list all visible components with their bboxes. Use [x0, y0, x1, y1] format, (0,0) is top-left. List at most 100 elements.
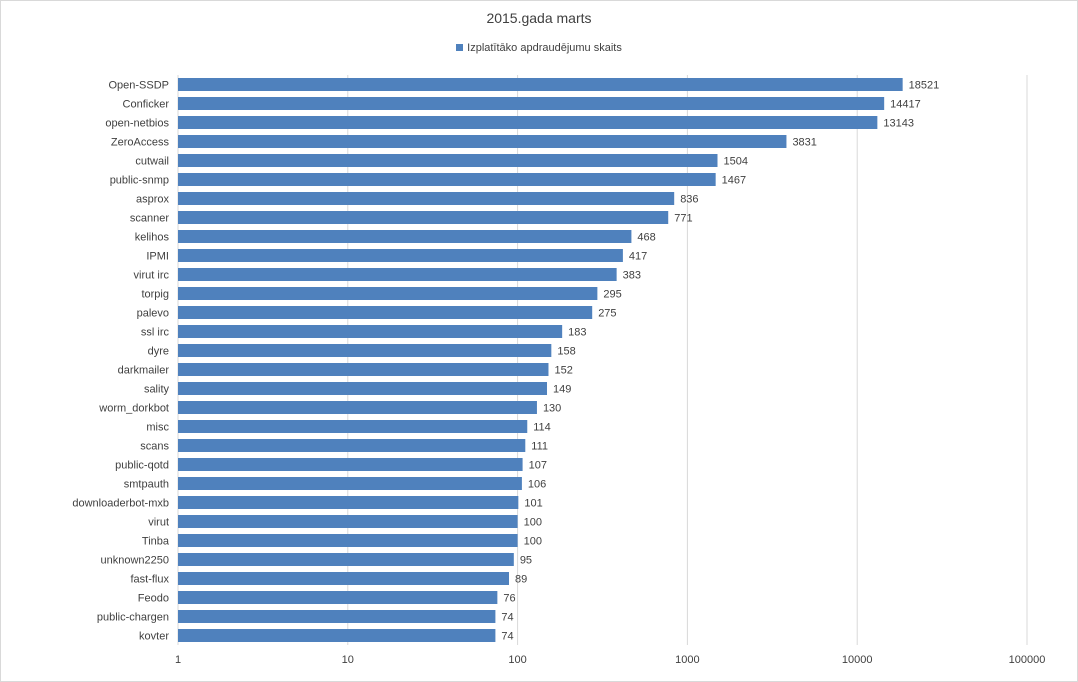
- bar: [178, 154, 718, 167]
- data-label: 76: [503, 593, 515, 605]
- category-label: Feodo: [138, 593, 169, 605]
- category-label: Conficker: [123, 99, 170, 111]
- category-label: ssl irc: [141, 327, 170, 339]
- category-label: public-chargen: [97, 612, 169, 624]
- category-label: unknown2250: [100, 555, 169, 567]
- x-tick-label: 10: [342, 654, 354, 666]
- data-label: 1504: [723, 156, 747, 168]
- data-labels: 18521 14417 13143 3831 1504 1467 836 771 468 417 3…: [501, 80, 939, 643]
- data-label: 14417: [890, 99, 921, 111]
- x-tick-label: 1000: [675, 654, 699, 666]
- x-axis-tick-labels: 1 10 100 1000 10000 100000: [175, 654, 1045, 666]
- category-label: torpig: [141, 289, 169, 301]
- data-label: 275: [598, 308, 616, 320]
- data-label: 1467: [722, 175, 746, 187]
- category-label: public-qotd: [115, 460, 169, 472]
- legend: Izplatītāko apdraudējumu skaits: [0, 42, 1078, 54]
- data-label: 107: [529, 460, 547, 472]
- category-label: darkmailer: [118, 365, 170, 377]
- data-label: 468: [637, 232, 655, 244]
- category-label: Open-SSDP: [108, 80, 169, 92]
- data-label: 18521: [909, 80, 940, 92]
- x-tick-label: 10000: [842, 654, 873, 666]
- legend-label: Izplatītāko apdraudējumu skaits: [467, 42, 622, 54]
- legend-swatch: [456, 44, 464, 51]
- data-label: 130: [543, 403, 561, 415]
- category-label: scans: [140, 441, 169, 453]
- bar: [178, 458, 523, 471]
- bar: [178, 363, 549, 376]
- bar: [178, 534, 518, 547]
- bar: [178, 325, 563, 338]
- x-tick-label: 1: [175, 654, 181, 666]
- category-label: cutwail: [135, 156, 169, 168]
- category-label: fast-flux: [130, 574, 169, 586]
- bar: [178, 401, 537, 414]
- category-label: ZeroAccess: [111, 137, 170, 149]
- data-label: 417: [629, 251, 647, 263]
- x-tick-label: 100000: [1009, 654, 1046, 666]
- data-label: 111: [531, 441, 548, 453]
- bar: [178, 515, 518, 528]
- category-label: virut: [148, 517, 169, 529]
- bar: [178, 344, 552, 357]
- bar: [178, 591, 498, 604]
- bar: [178, 477, 522, 490]
- bar: [178, 439, 526, 452]
- category-label: scanner: [130, 213, 169, 225]
- bar: [178, 496, 519, 509]
- bar: [178, 192, 675, 205]
- category-label: open-netbios: [105, 118, 169, 130]
- data-label: 114: [533, 422, 551, 434]
- category-label: public-snmp: [110, 175, 169, 187]
- category-label: dyre: [148, 346, 169, 358]
- data-label: 158: [557, 346, 575, 358]
- bar: [178, 173, 716, 186]
- data-label: 771: [674, 213, 692, 225]
- data-label: 106: [528, 479, 546, 491]
- bar: [178, 610, 496, 623]
- category-label: sality: [144, 384, 170, 396]
- category-label: asprox: [136, 194, 170, 206]
- data-label: 13143: [883, 118, 914, 130]
- data-label: 383: [623, 270, 641, 282]
- category-label: smtpauth: [124, 479, 169, 491]
- bar: [178, 97, 885, 110]
- category-label: IPMI: [146, 251, 169, 263]
- bars: [178, 78, 903, 642]
- gridlines: [177, 75, 1028, 645]
- category-label: kelihos: [135, 232, 170, 244]
- data-label: 3831: [792, 137, 816, 149]
- bar: [178, 135, 787, 148]
- bar: [178, 553, 514, 566]
- bar: [178, 382, 548, 395]
- bar: [178, 420, 528, 433]
- bar: [178, 287, 598, 300]
- data-label: 100: [524, 517, 542, 529]
- bar: [178, 78, 903, 91]
- bar: [178, 211, 669, 224]
- category-label: misc: [146, 422, 169, 434]
- data-label: 95: [520, 555, 532, 567]
- category-label: kovter: [139, 631, 169, 643]
- data-label: 89: [515, 574, 527, 586]
- bar: [178, 629, 496, 642]
- bar: [178, 306, 593, 319]
- bar: [178, 268, 617, 281]
- data-label: 152: [554, 365, 572, 377]
- bar: [178, 572, 510, 585]
- data-label: 100: [524, 536, 542, 548]
- x-tick-label: 100: [508, 654, 526, 666]
- category-label: downloaderbot-mxb: [72, 498, 169, 510]
- bar: [178, 249, 623, 262]
- data-label: 836: [680, 194, 698, 206]
- bar: [178, 230, 632, 243]
- data-label: 295: [603, 289, 621, 301]
- category-label: Tinba: [142, 536, 170, 548]
- data-label: 101: [524, 498, 542, 510]
- data-label: 74: [501, 631, 513, 643]
- data-label: 183: [568, 327, 586, 339]
- category-label: worm_dorkbot: [98, 403, 169, 415]
